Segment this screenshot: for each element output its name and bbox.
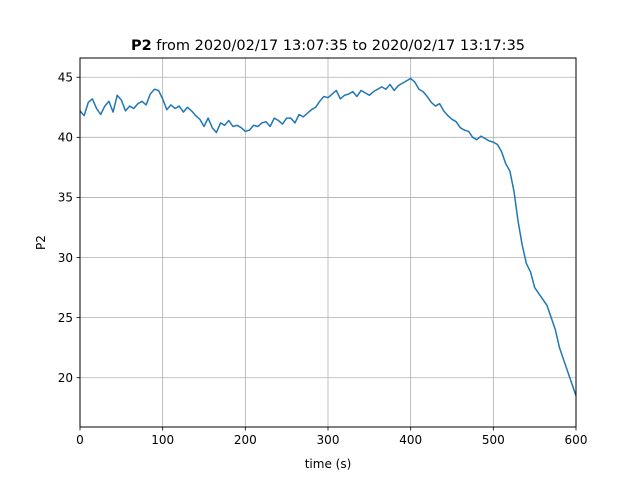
y-tick-label: 35 xyxy=(58,191,73,205)
chart-title: P2 from 2020/02/17 13:07:35 to 2020/02/1… xyxy=(131,38,525,54)
series-line xyxy=(79,77,577,396)
y-tick-label: 45 xyxy=(58,71,73,85)
x-tick-label: 100 xyxy=(151,433,174,447)
y-tick-label: 20 xyxy=(58,371,73,385)
x-tick-label: 0 xyxy=(76,433,84,447)
x-tick-label: 400 xyxy=(399,433,422,447)
y-tick-label: 25 xyxy=(58,311,73,325)
chart-title-rest: from 2020/02/17 13:07:35 to 2020/02/17 1… xyxy=(152,38,525,54)
y-axis-label: P2 xyxy=(34,235,48,250)
y-tick-label: 30 xyxy=(58,251,73,265)
x-tick-label: 300 xyxy=(317,433,340,447)
chart-title-bold: P2 xyxy=(131,38,152,54)
x-axis: 0 100 200 300 400 500 600 xyxy=(76,427,587,447)
x-tick-label: 600 xyxy=(565,433,588,447)
y-axis: 20 25 30 35 40 45 xyxy=(58,71,80,385)
x-axis-label: time (s) xyxy=(305,457,352,471)
y-tick-label: 40 xyxy=(58,131,73,145)
plot-area xyxy=(79,77,577,396)
grid xyxy=(79,58,577,427)
x-tick-label: 200 xyxy=(234,433,257,447)
x-tick-label: 500 xyxy=(482,433,505,447)
